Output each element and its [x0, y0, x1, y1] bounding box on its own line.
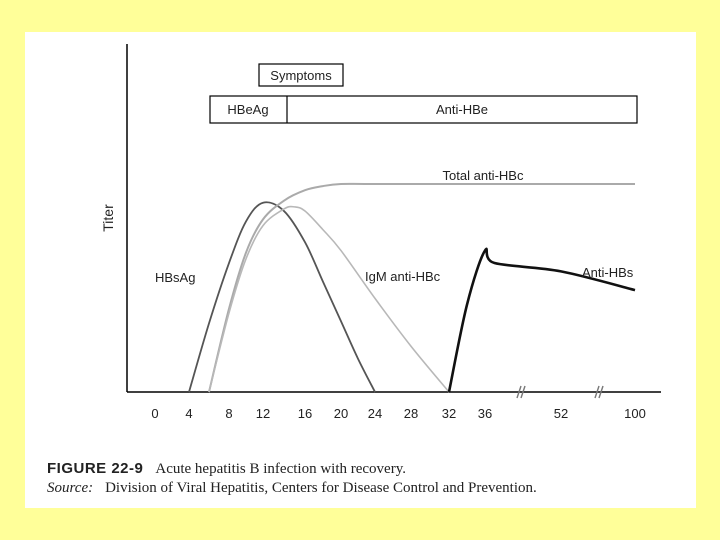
- x-tick-label: 32: [442, 406, 456, 421]
- anti-hbe-label: Anti-HBe: [436, 102, 488, 117]
- y-axis-label: Titer: [100, 204, 116, 232]
- x-tick-label: 4: [185, 406, 192, 421]
- axis-break-mark: [520, 385, 526, 399]
- symptoms-box: [258, 63, 344, 87]
- series-total-anti-hbc-line: [208, 182, 635, 393]
- x-tick-label: 100: [624, 406, 646, 421]
- caption-line-2: Source: Division of Viral Hepatitis, Cent…: [47, 479, 537, 498]
- series-igm-anti-hbc-line: [208, 205, 450, 393]
- axis-break-mark: [594, 385, 600, 399]
- series-hbsag-label: HBsAg: [155, 270, 195, 285]
- chart: 0 4 8 12 16 20 24 28 32 36 52 100 Weeks after Exposu…: [100, 44, 661, 432]
- x-tick-label: 28: [404, 406, 418, 421]
- axis-break-mark: [598, 385, 604, 399]
- x-tick-label: 16: [298, 406, 312, 421]
- series-anti-hbs-line: [447, 247, 636, 393]
- x-tick-label: 0: [151, 406, 158, 421]
- figure-label: FIGURE 22-9: [47, 460, 144, 477]
- symptoms-label: Symptoms: [270, 68, 332, 83]
- source-label: Source:: [47, 480, 94, 496]
- x-tick-label: 12: [256, 406, 270, 421]
- hbeag-label: HBeAg: [227, 102, 268, 117]
- x-tick-label: 24: [368, 406, 382, 421]
- series-igm-anti-hbc-label: IgM anti-HBc: [365, 269, 441, 284]
- x-tick-label: 8: [225, 406, 232, 421]
- series-anti-hbs-label: Anti-HBs: [582, 265, 634, 280]
- x-tick-label: 36: [478, 406, 492, 421]
- x-axis-label: Weeks after Exposure: [334, 429, 472, 432]
- source-text: Division of Viral Hepatitis, Centers for…: [105, 480, 537, 496]
- caption-line-1: FIGURE 22-9 Acute hepatitis B infection w…: [47, 459, 537, 479]
- figure-caption: FIGURE 22-9 Acute hepatitis B infection w…: [47, 459, 537, 498]
- axis-break-mark: [516, 385, 522, 399]
- figure-text: Acute hepatitis B infection with recover…: [155, 461, 406, 477]
- figure-panel: 0 4 8 12 16 20 24 28 32 36 52 100 Weeks after Exposu…: [25, 32, 696, 508]
- x-tick-label: 20: [334, 406, 348, 421]
- x-tick-label: 52: [554, 406, 568, 421]
- series-total-anti-hbc-label: Total anti-HBc: [443, 168, 524, 183]
- series-hbsag-line: [188, 201, 376, 393]
- hbeag-anti-hbe-bar: [209, 95, 638, 124]
